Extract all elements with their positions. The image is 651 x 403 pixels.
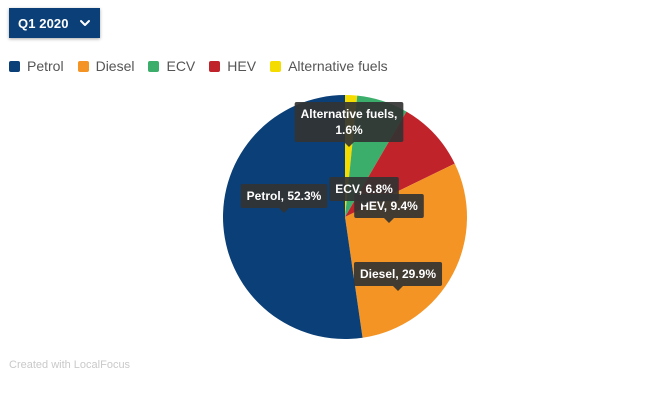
legend-label: Alternative fuels <box>288 58 388 74</box>
data-label-pointer <box>359 201 369 206</box>
pie-slice-petrol[interactable] <box>222 95 363 339</box>
legend-item-petrol[interactable]: Petrol <box>9 58 64 74</box>
legend-swatch <box>209 60 221 72</box>
period-dropdown-label: Q1 2020 <box>18 15 69 31</box>
legend-swatch <box>148 60 160 72</box>
data-label-text: Alternative fuels, <box>301 107 398 121</box>
data-label-box <box>353 262 443 286</box>
legend-item-diesel[interactable]: Diesel <box>77 58 135 74</box>
data-label-diesel: Diesel, 29.9% <box>353 262 443 291</box>
data-label-pointer <box>344 142 354 147</box>
data-label-box <box>294 102 404 142</box>
legend-item-ecv[interactable]: ECV <box>148 58 195 74</box>
legend-item-alternative-fuels[interactable]: Alternative fuels <box>270 58 388 74</box>
credit-text: Created with LocalFocus <box>9 359 131 371</box>
chevron-down-icon <box>80 20 90 26</box>
data-label-text: 1.6% <box>335 123 363 137</box>
chart-legend: Petrol Diesel ECV HEV Alternative fuels <box>9 57 402 75</box>
legend-label: HEV <box>227 58 257 74</box>
data-label-text: Petrol, 52.3% <box>247 189 322 203</box>
data-label-text: Diesel, 29.9% <box>360 267 436 281</box>
period-dropdown[interactable]: Q1 2020 <box>9 8 100 38</box>
data-label-ecv: ECV, 6.8% <box>329 177 399 206</box>
data-label-pointer <box>384 218 394 223</box>
data-label-box <box>240 184 328 208</box>
legend-swatch <box>77 60 89 72</box>
legend-swatch <box>9 60 20 72</box>
legend-item-hev[interactable]: HEV <box>209 58 256 74</box>
legend-label: ECV <box>166 58 196 74</box>
data-label-alternative-fuels: Alternative fuels, 1.6% <box>294 102 404 147</box>
legend-swatch <box>270 60 282 72</box>
data-label-text: HEV, 9.4% <box>360 199 418 213</box>
data-label-pointer <box>393 286 403 291</box>
data-label-text: ECV, 6.8% <box>335 182 393 196</box>
data-label-box <box>329 177 399 201</box>
legend-label: Petrol <box>27 58 64 74</box>
data-label-pointer <box>279 208 289 213</box>
legend-label: Diesel <box>95 58 135 74</box>
data-label-petrol: Petrol, 52.3% <box>240 184 328 213</box>
